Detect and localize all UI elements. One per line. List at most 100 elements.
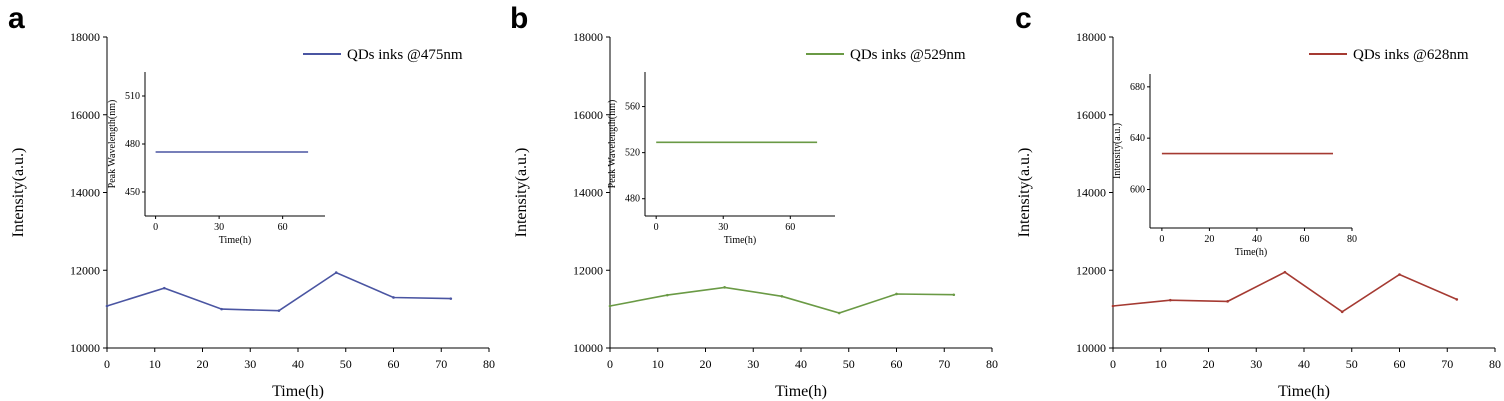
x-tick-label: 70 <box>1441 357 1453 371</box>
y-axis-title: Intensity(a.u.) <box>10 148 27 238</box>
x-tick-label: 30 <box>1250 357 1262 371</box>
inset-x-tick-label: 60 <box>785 222 795 233</box>
x-tick-label: 10 <box>1155 357 1167 371</box>
inset-y-tick-label: 450 <box>125 187 140 198</box>
y-tick-label: 18000 <box>70 30 100 44</box>
data-point <box>837 311 841 315</box>
x-tick-label: 80 <box>483 357 495 371</box>
data-point <box>1226 300 1229 303</box>
x-tick-label: 60 <box>1394 357 1406 371</box>
data-point <box>277 309 281 312</box>
x-tick-label: 20 <box>700 357 712 371</box>
inset-x-axis-title: Time(h) <box>724 235 756 246</box>
data-point <box>1111 304 1115 308</box>
data-point <box>723 286 726 289</box>
legend-label: QDs inks @475nm <box>347 47 463 63</box>
series-line <box>609 286 954 314</box>
panel-label: a <box>8 2 25 35</box>
y-tick-label: 12000 <box>70 263 100 277</box>
data-point <box>163 286 166 290</box>
x-tick-label: 30 <box>244 357 256 371</box>
inset-y-tick-label: 480 <box>125 139 140 150</box>
data-point <box>449 297 453 300</box>
legend-label: QDs inks @628nm <box>1353 47 1469 63</box>
y-tick-label: 16000 <box>573 108 603 122</box>
inset-x-axis-title: Time(h) <box>1235 247 1267 258</box>
x-tick-label: 20 <box>197 357 209 371</box>
x-axis-title: Time(h) <box>272 383 324 400</box>
y-tick-label: 10000 <box>573 341 603 355</box>
y-axis-title: Intensity(a.u.) <box>1016 148 1033 238</box>
inset-x-tick-label: 60 <box>1299 234 1309 245</box>
chart-panel-b: b 0 10 20 30 40 50 60 70 80 10000 12000 14000 16000 18… <box>510 2 998 400</box>
data-point <box>1283 270 1287 274</box>
x-tick-label: 70 <box>435 357 447 371</box>
x-tick-label: 0 <box>607 357 613 371</box>
data-point <box>1455 298 1459 301</box>
data-point <box>105 304 109 308</box>
inset-x-tick-label: 0 <box>654 222 659 233</box>
chart-panel-a: a 0 10 20 30 40 50 60 70 80 10000 12000 14000 16000 18… <box>8 2 495 400</box>
y-tick-label: 18000 <box>573 30 603 44</box>
y-tick-label: 14000 <box>70 186 100 200</box>
x-axis-title: Time(h) <box>1278 383 1330 400</box>
inset-x-tick-label: 30 <box>718 222 728 233</box>
x-tick-label: 80 <box>1489 357 1501 371</box>
y-tick-label: 18000 <box>1076 30 1106 44</box>
inset-x-tick-label: 80 <box>1347 234 1357 245</box>
y-axis-title: Intensity(a.u.) <box>513 148 530 238</box>
legend-label: QDs inks @529nm <box>850 47 966 63</box>
x-tick-label: 10 <box>652 357 664 371</box>
data-point <box>895 292 898 296</box>
data-point <box>1169 298 1172 302</box>
y-tick-label: 16000 <box>70 108 100 122</box>
x-tick-label: 40 <box>795 357 807 371</box>
inset-y-axis-title: Peak Wavelength(nm) <box>607 100 618 189</box>
x-tick-label: 80 <box>986 357 998 371</box>
x-tick-label: 10 <box>149 357 161 371</box>
x-tick-label: 70 <box>938 357 950 371</box>
inset-x-tick-label: 0 <box>153 222 158 233</box>
inset-x-tick-label: 0 <box>1159 234 1164 245</box>
y-tick-label: 10000 <box>70 341 100 355</box>
data-point <box>952 293 956 297</box>
x-tick-label: 50 <box>1346 357 1358 371</box>
series-line <box>106 271 451 312</box>
inset-y-tick-label: 510 <box>125 91 140 102</box>
inset-y-axis-title: Peak Wavelength(nm) <box>107 100 118 189</box>
x-tick-label: 30 <box>747 357 759 371</box>
x-tick-label: 40 <box>1298 357 1310 371</box>
inset-y-tick-label: 640 <box>1130 133 1145 144</box>
inset-y-tick-label: 480 <box>625 194 640 205</box>
x-tick-label: 50 <box>340 357 352 371</box>
y-tick-label: 16000 <box>1076 108 1106 122</box>
inset-x-axis-title: Time(h) <box>219 235 251 246</box>
x-tick-label: 60 <box>388 357 400 371</box>
x-tick-label: 40 <box>292 357 304 371</box>
inset-y-axis-title: Intensity(a.u.) <box>1112 123 1123 179</box>
x-tick-label: 20 <box>1203 357 1215 371</box>
data-point <box>334 271 338 274</box>
data-point <box>1398 273 1401 276</box>
y-tick-label: 12000 <box>1076 263 1106 277</box>
inset-chart: 0 30 60 480 520 560 Time(h) Peak Wavelength(nm) <box>607 72 835 246</box>
x-tick-label: 0 <box>104 357 110 371</box>
panel-label: b <box>510 2 528 35</box>
data-point <box>220 307 223 311</box>
y-tick-label: 14000 <box>1076 186 1106 200</box>
inset-x-tick-label: 60 <box>278 222 288 233</box>
inset-y-tick-label: 520 <box>625 148 640 159</box>
data-point <box>392 296 395 299</box>
panel-label: c <box>1015 2 1032 35</box>
data-point <box>780 294 784 298</box>
inset-y-tick-label: 680 <box>1130 82 1145 93</box>
data-point <box>608 304 612 308</box>
x-axis-title: Time(h) <box>775 383 827 400</box>
y-tick-label: 14000 <box>573 186 603 200</box>
inset-y-tick-label: 600 <box>1130 185 1145 196</box>
y-tick-label: 10000 <box>1076 341 1106 355</box>
y-tick-label: 12000 <box>573 263 603 277</box>
x-tick-label: 50 <box>843 357 855 371</box>
x-tick-label: 60 <box>891 357 903 371</box>
